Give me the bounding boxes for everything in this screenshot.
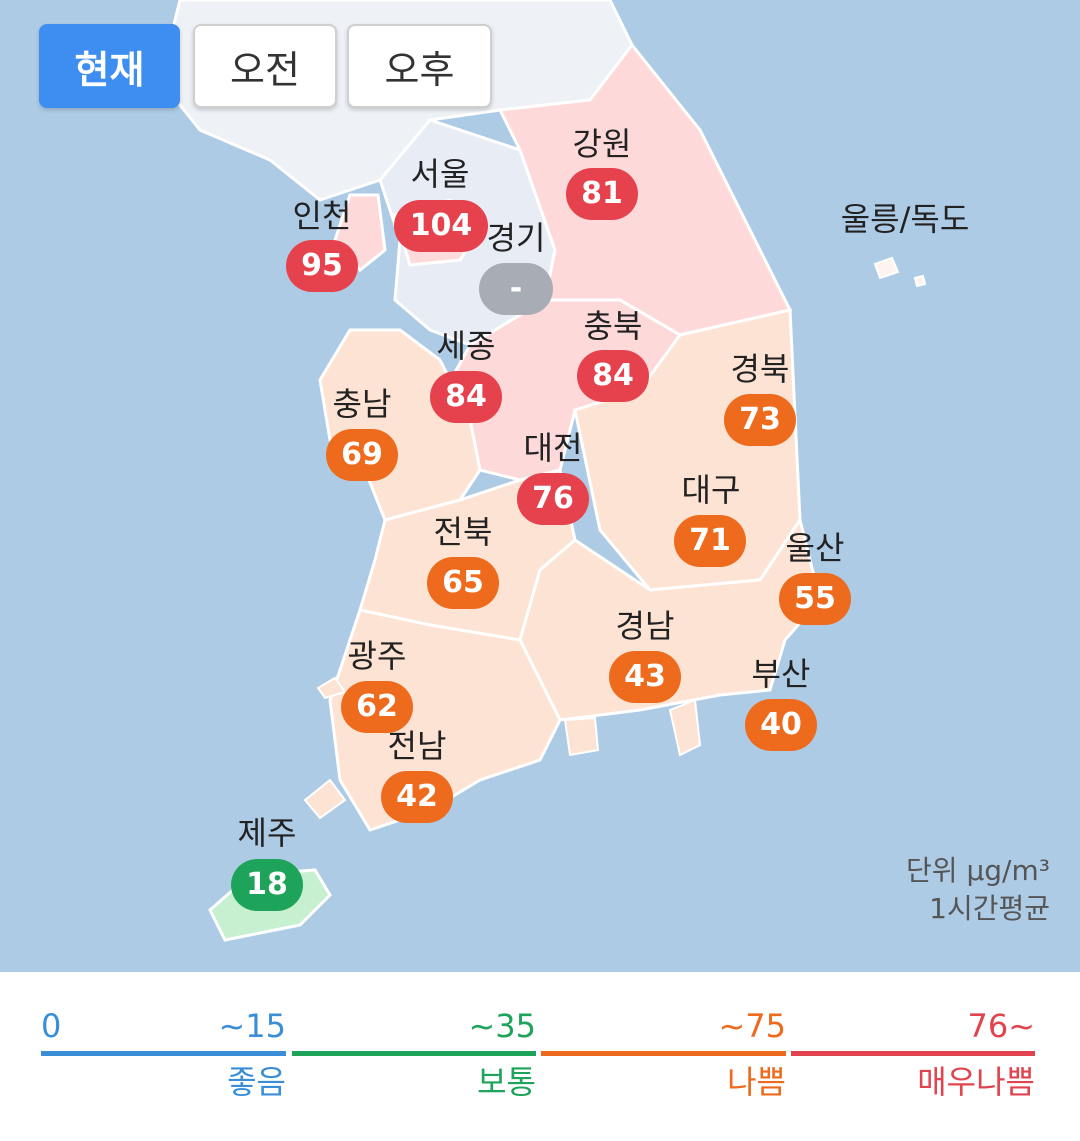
badge-gyeongnam[interactable]: 43 [609, 651, 681, 703]
region-name-gangwon: 강원 [572, 125, 632, 163]
island-2 [303, 778, 347, 820]
region-name-seoul: 서울 [410, 155, 470, 193]
badge-sejong[interactable]: 84 [430, 371, 502, 423]
badge-ulsan[interactable]: 55 [779, 573, 851, 625]
badge-chungbuk[interactable]: 84 [577, 350, 649, 402]
tab-current[interactable]: 현재 [39, 24, 180, 108]
legend-label-good: 좋음 [227, 1063, 286, 1101]
region-name-sejong: 세종 [436, 327, 496, 365]
region-name-incheon: 인천 [292, 197, 352, 235]
badge-gangwon[interactable]: 81 [566, 168, 638, 220]
unit-note: 단위 μg/m³ 1시간평균 [906, 852, 1050, 928]
region-name-jeonbuk: 전북 [433, 513, 493, 551]
island-dokdo [913, 274, 927, 288]
legend-bar-bad [541, 1051, 786, 1056]
legend-range-very-bad: 76~ [967, 1007, 1035, 1045]
legend-zero: 0 [41, 1007, 62, 1045]
tab-current-label: 현재 [74, 47, 145, 92]
island-ulleung [873, 256, 900, 280]
badge-gwangju[interactable]: 62 [341, 681, 413, 733]
island-4 [668, 698, 702, 757]
region-name-chungnam: 충남 [332, 385, 392, 423]
region-name-jeonnam: 전남 [387, 727, 447, 765]
badge-gyeongbuk[interactable]: 73 [724, 394, 796, 446]
badge-jeju[interactable]: 18 [231, 859, 303, 911]
region-name-ulleung: 울릉/독도 [840, 200, 970, 238]
legend-label-normal: 보통 [477, 1063, 536, 1101]
legend-range-good: ~15 [218, 1007, 286, 1045]
region-name-gyeonggi: 경기 [486, 219, 546, 257]
badge-seoul[interactable]: 104 [394, 200, 488, 252]
air-quality-map: 현재 오전 오후 강원 81 서울 104 인천 95 경기 - 울릉/독도 충… [0, 0, 1080, 972]
badge-daegu[interactable]: 71 [674, 515, 746, 567]
legend-label-very-bad: 매우나쁨 [917, 1063, 1035, 1101]
tab-morning[interactable]: 오전 [193, 24, 337, 108]
badge-jeonnam[interactable]: 42 [381, 771, 453, 823]
region-name-busan: 부산 [751, 655, 811, 693]
badge-gyeonggi[interactable]: - [479, 263, 553, 315]
legend-label-bad: 나쁨 [727, 1063, 786, 1101]
region-name-jeju: 제주 [237, 814, 297, 852]
region-name-ulsan: 울산 [785, 529, 845, 567]
region-name-daegu: 대구 [681, 471, 741, 509]
tab-afternoon[interactable]: 오후 [347, 24, 492, 108]
region-name-chungbuk: 충북 [583, 307, 643, 345]
region-name-daejeon: 대전 [523, 429, 583, 467]
tab-morning-label: 오전 [230, 47, 300, 92]
badge-incheon[interactable]: 95 [286, 240, 358, 292]
tab-afternoon-label: 오후 [384, 47, 455, 92]
unit-line: 단위 μg/m³ [906, 854, 1050, 887]
legend [0, 972, 1080, 1141]
badge-daejeon[interactable]: 76 [517, 473, 589, 525]
island-3 [563, 716, 600, 757]
legend-bar-normal [292, 1051, 536, 1056]
region-name-gyeongbuk: 경북 [730, 350, 790, 388]
legend-bar-good [41, 1051, 286, 1056]
legend-range-bad: ~75 [718, 1007, 786, 1045]
badge-busan[interactable]: 40 [745, 699, 817, 751]
legend-bar-very-bad [791, 1051, 1035, 1056]
legend-range-normal: ~35 [468, 1007, 536, 1045]
badge-jeonbuk[interactable]: 65 [427, 557, 499, 609]
average-line: 1시간평균 [929, 892, 1050, 925]
region-name-gwangju: 광주 [347, 637, 407, 675]
region-name-gyeongnam: 경남 [615, 607, 675, 645]
badge-chungnam[interactable]: 69 [326, 429, 398, 481]
region-jeonnam [328, 608, 562, 832]
